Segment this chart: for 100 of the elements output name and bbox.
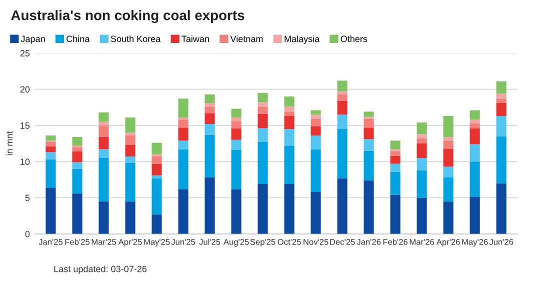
bar bbox=[496, 136, 506, 184]
bar bbox=[416, 122, 427, 134]
bar bbox=[72, 151, 82, 162]
bar bbox=[496, 103, 506, 116]
bar bbox=[284, 184, 294, 234]
x-tick-label: Nov'25 bbox=[304, 238, 328, 245]
bar bbox=[178, 117, 188, 120]
bar bbox=[443, 116, 454, 137]
bar bbox=[178, 189, 188, 234]
bar bbox=[46, 136, 56, 141]
bar bbox=[364, 150, 374, 180]
bar bbox=[390, 140, 400, 150]
x-tick-label: Apr'26 bbox=[436, 238, 460, 247]
x-tick-label: Sep'25 bbox=[250, 238, 276, 247]
bar bbox=[204, 103, 215, 107]
bar bbox=[178, 128, 188, 141]
y-tick-label: 20 bbox=[20, 86, 30, 93]
bar bbox=[98, 136, 109, 150]
bar bbox=[152, 175, 162, 178]
bar bbox=[337, 80, 348, 92]
x-tick-label: Aug'25 bbox=[223, 238, 249, 247]
y-tick-label: 25 bbox=[20, 50, 30, 56]
bar bbox=[258, 128, 268, 142]
bar bbox=[496, 81, 506, 94]
bar bbox=[443, 140, 454, 149]
bar bbox=[98, 112, 109, 122]
bar bbox=[470, 120, 480, 124]
bar bbox=[204, 94, 215, 103]
legend-label: South Korea bbox=[110, 35, 161, 42]
y-axis-title: in mnt bbox=[6, 131, 13, 156]
bar bbox=[284, 112, 294, 116]
bar bbox=[416, 158, 427, 170]
bar bbox=[231, 140, 242, 150]
bar bbox=[284, 146, 294, 184]
bar bbox=[72, 162, 82, 169]
bar bbox=[470, 110, 480, 120]
bar bbox=[443, 177, 454, 202]
x-tick-label: May'26 bbox=[462, 238, 488, 247]
bar bbox=[416, 138, 427, 144]
x-tick-label: Oct'25 bbox=[278, 238, 301, 245]
bar bbox=[204, 134, 215, 178]
bar bbox=[470, 128, 480, 144]
bar bbox=[364, 118, 374, 128]
bar bbox=[470, 144, 480, 162]
bar bbox=[98, 201, 109, 234]
bar bbox=[416, 170, 427, 198]
bar bbox=[258, 142, 268, 184]
bar bbox=[125, 201, 136, 234]
bar bbox=[231, 150, 242, 190]
bar bbox=[152, 154, 162, 157]
bar bbox=[337, 129, 348, 178]
bar bbox=[470, 162, 480, 198]
bar bbox=[258, 92, 268, 102]
bar bbox=[470, 123, 480, 128]
bar bbox=[310, 114, 321, 119]
bar bbox=[46, 146, 56, 152]
bar bbox=[284, 129, 294, 146]
bar bbox=[284, 116, 294, 130]
bar bbox=[152, 164, 162, 176]
bar bbox=[125, 144, 136, 157]
bar bbox=[470, 197, 480, 234]
bar bbox=[337, 100, 348, 115]
bar bbox=[98, 125, 109, 137]
bar bbox=[390, 151, 400, 156]
bar bbox=[364, 139, 374, 151]
bar bbox=[496, 183, 506, 234]
bar bbox=[364, 128, 374, 140]
bar bbox=[46, 159, 56, 188]
bar bbox=[178, 98, 188, 118]
bar bbox=[72, 136, 82, 146]
bar bbox=[443, 166, 454, 178]
text: Last updated: 03-07-26 bbox=[54, 266, 147, 274]
bar bbox=[496, 116, 506, 136]
bar bbox=[125, 156, 136, 164]
bar bbox=[258, 114, 268, 128]
x-tick-label: Jan'26 bbox=[356, 238, 381, 245]
bar bbox=[46, 152, 56, 160]
bar bbox=[204, 113, 215, 124]
legend-label: Japan bbox=[20, 36, 45, 44]
bar bbox=[258, 102, 268, 107]
bar bbox=[125, 117, 136, 133]
x-tick-label: Mar'26 bbox=[410, 238, 434, 245]
bar bbox=[46, 142, 56, 146]
bar bbox=[496, 98, 506, 103]
bar bbox=[152, 178, 162, 214]
chart-title: Australia's non coking coal exports bbox=[11, 10, 244, 24]
bar bbox=[178, 120, 188, 128]
bar bbox=[390, 172, 400, 195]
legend-label: Others bbox=[340, 35, 368, 42]
x-tick-label: Feb'26 bbox=[383, 238, 408, 245]
y-tick-label: 15 bbox=[20, 122, 30, 129]
bar bbox=[258, 184, 268, 234]
bar bbox=[72, 168, 82, 194]
x-tick-label: Dec'25 bbox=[330, 238, 355, 245]
bar bbox=[231, 121, 242, 128]
bar bbox=[98, 158, 109, 202]
bar bbox=[416, 144, 427, 158]
bar bbox=[231, 117, 242, 122]
bar bbox=[310, 118, 321, 126]
bar bbox=[46, 188, 56, 234]
